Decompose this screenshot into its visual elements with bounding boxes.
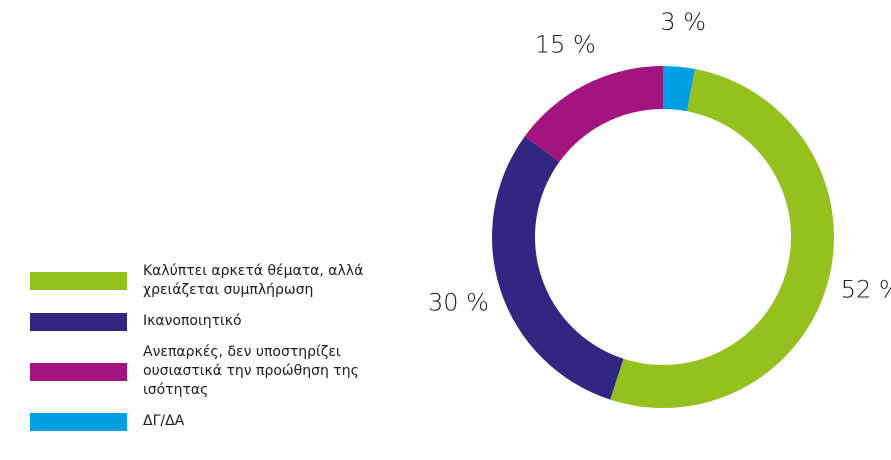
value-label: 3 % bbox=[660, 8, 706, 36]
legend: Καλύπτει αρκετά θέματα, αλλά χρειάζεται … bbox=[30, 262, 430, 443]
legend-swatch bbox=[30, 312, 127, 331]
legend-label: Καλύπτει αρκετά θέματα, αλλά χρειάζεται … bbox=[143, 263, 364, 298]
donut-segment bbox=[663, 66, 696, 112]
legend-item: Ανεπαρκές, δεν υποστηρίζει ουσιαστικά τη… bbox=[30, 343, 430, 400]
legend-item: Ικανοποιητικό bbox=[30, 312, 430, 331]
legend-label: ΔΓ/ΔΑ bbox=[143, 413, 185, 429]
legend-swatch bbox=[30, 412, 127, 431]
value-label: 52 % bbox=[841, 275, 891, 303]
legend-label: Ικανοποιητικό bbox=[143, 313, 242, 329]
donut-segment bbox=[491, 136, 624, 400]
legend-label: Ανεπαρκές, δεν υποστηρίζει ουσιαστικά τη… bbox=[143, 344, 359, 398]
value-label: 15 % bbox=[535, 30, 596, 58]
legend-item: ΔΓ/ΔΑ bbox=[30, 412, 430, 431]
value-label: 30 % bbox=[428, 288, 489, 316]
legend-swatch bbox=[30, 272, 127, 290]
legend-swatch bbox=[30, 362, 127, 381]
legend-item: Καλύπτει αρκετά θέματα, αλλά χρειάζεται … bbox=[30, 262, 430, 300]
donut-segment bbox=[524, 66, 663, 162]
donut-segment bbox=[610, 69, 834, 409]
